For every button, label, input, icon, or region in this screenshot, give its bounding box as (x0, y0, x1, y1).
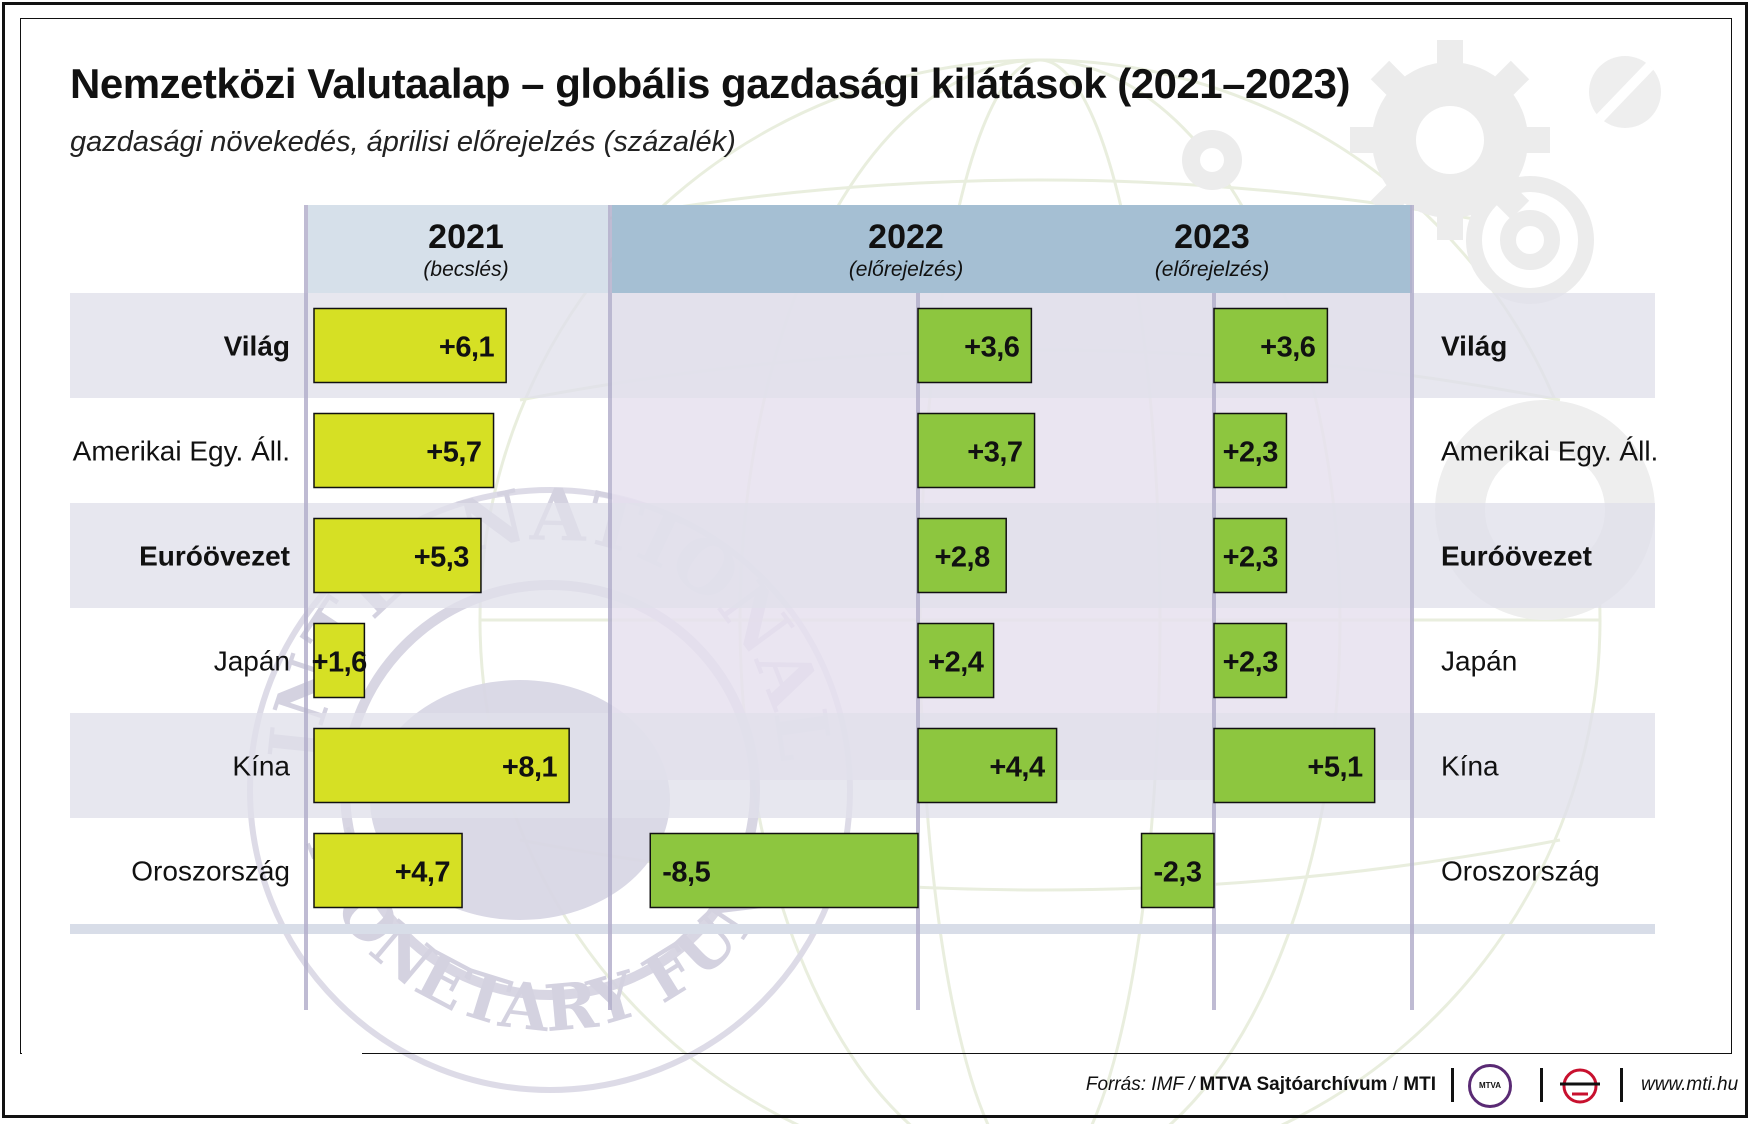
data-label-2021: +5,3 (414, 542, 470, 574)
bar-2021 (313, 307, 507, 384)
footer-divider (1540, 1068, 1543, 1102)
source-agency: MTI (1403, 1074, 1436, 1095)
footer-url[interactable]: www.mti.hu (1641, 1074, 1739, 1095)
series-header-2021: 2021 (428, 218, 504, 256)
bar-2023 (1213, 412, 1288, 489)
data-label-2021: +1,6 (312, 647, 368, 679)
series-header-2022: 2022 (868, 218, 944, 256)
source-archive: MTVA Sajtóarchívum (1199, 1074, 1388, 1095)
data-label-2022: +3,7 (967, 437, 1022, 469)
table-bottom-rule (70, 924, 1655, 934)
data-label-2021: +6,1 (439, 332, 495, 364)
gear-icon (1589, 56, 1661, 128)
bar-2022 (917, 727, 1058, 804)
chart-title: Nemzetközi Valutaalap – globális gazdasá… (70, 60, 1350, 107)
category-label-right: Oroszország (1441, 856, 1600, 887)
category-label-left: Euróövezet (139, 541, 290, 572)
bar-2023 (1213, 727, 1376, 804)
category-label-right: Kína (1441, 751, 1499, 782)
source-separator: / (1387, 1074, 1404, 1095)
bar-2022 (917, 517, 1007, 594)
category-label-right: Amerikai Egy. Áll. (1441, 436, 1658, 467)
data-label-2021: +4,7 (395, 857, 450, 889)
inner-frame (20, 18, 1732, 1054)
bar-2023 (1140, 832, 1215, 909)
mtva-logo: MTVA (1468, 1064, 1512, 1108)
header-2021 (308, 205, 610, 293)
source-prefix: Forrás: IMF / (1085, 1074, 1195, 1095)
data-label-2023: +2,3 (1223, 437, 1279, 469)
bar-2021 (313, 412, 495, 489)
data-label-2022: +2,8 (934, 542, 990, 574)
category-label-right: Világ (1441, 331, 1507, 362)
bar-2022 (917, 622, 995, 699)
bar-2021 (313, 832, 463, 909)
bar-2022 (917, 412, 1036, 489)
data-label-2022: +2,4 (928, 647, 984, 679)
footer-divider (1451, 1068, 1454, 1102)
chart-subtitle: gazdasági növekedés, áprilisi előrejelzé… (70, 126, 736, 158)
data-label-2023: -2,3 (1154, 857, 1202, 889)
data-label-2021: +5,7 (426, 437, 481, 469)
series-note-2023: (előrejelzés) (1155, 258, 1269, 281)
bar-2023 (1213, 307, 1329, 384)
data-label-2022: +3,6 (964, 332, 1020, 364)
bar-2022 (917, 307, 1033, 384)
category-label-left: Világ (224, 331, 290, 362)
data-label-2023: +2,3 (1223, 647, 1279, 679)
gear-icon (1182, 130, 1242, 190)
data-label-2022: -8,5 (662, 857, 710, 889)
category-label-right: Japán (1441, 646, 1517, 677)
category-label-right: Euróövezet (1441, 541, 1592, 572)
category-label-left: Oroszország (131, 856, 290, 887)
bar-2023 (1213, 622, 1288, 699)
gear-icon (1350, 40, 1550, 240)
footer-divider (1620, 1068, 1623, 1102)
category-label-left: Kína (232, 751, 290, 782)
header-forecast (612, 205, 1412, 293)
bar-2021 (313, 517, 482, 594)
data-label-2023: +5,1 (1307, 752, 1363, 784)
series-note-2022: (előrejelzés) (849, 258, 963, 281)
footer-source: Forrás: IMF / MTVA Sajtóarchívum / MTI (1086, 1074, 1436, 1096)
data-label-2023: +3,6 (1260, 332, 1316, 364)
series-note-2021: (becslés) (423, 258, 508, 281)
category-label-left: Japán (214, 646, 290, 677)
bar-2021 (313, 622, 366, 699)
mti-logo-icon (1560, 1068, 1600, 1104)
bar-2023 (1213, 517, 1288, 594)
bar-2021 (313, 727, 570, 804)
series-header-2023: 2023 (1174, 218, 1250, 256)
data-label-2023: +2,3 (1223, 542, 1279, 574)
data-label-2022: +4,4 (989, 752, 1045, 784)
category-label-left: Amerikai Egy. Áll. (73, 436, 290, 467)
frame-gap (22, 1052, 362, 1056)
bar-2022 (649, 832, 919, 909)
data-label-2021: +8,1 (502, 752, 558, 784)
